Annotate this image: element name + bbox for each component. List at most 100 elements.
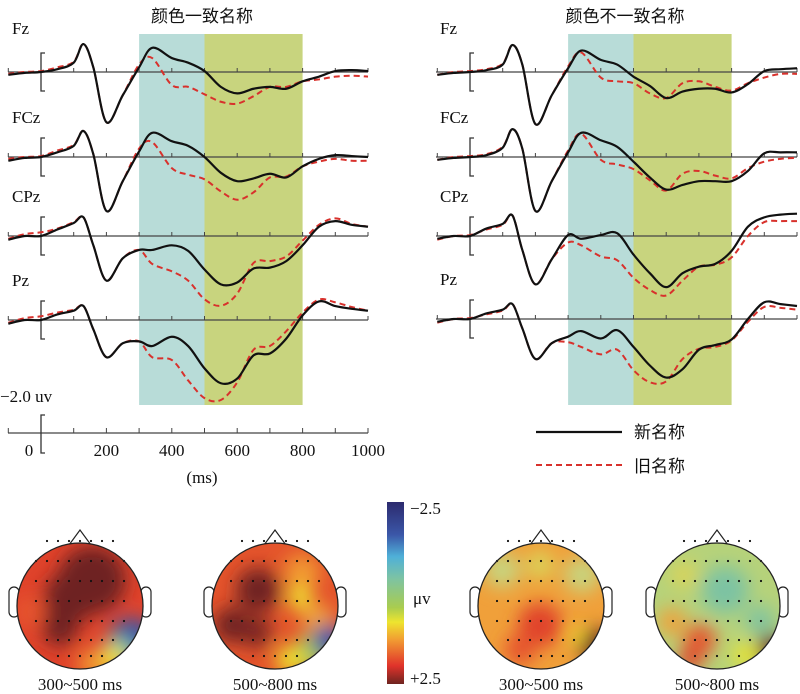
scale-label: −2.0 uv <box>0 387 53 406</box>
electrode <box>34 579 38 583</box>
head-outline <box>653 542 781 670</box>
electrode <box>682 539 686 543</box>
electrode <box>262 539 266 543</box>
electrode <box>528 539 532 543</box>
electrode <box>495 599 499 603</box>
electrode <box>682 619 686 623</box>
electrode <box>726 579 730 583</box>
electrode <box>748 559 752 563</box>
electrode <box>715 599 719 603</box>
electrode <box>89 559 93 563</box>
electrode <box>295 539 299 543</box>
topomap-region <box>658 608 686 636</box>
channel-label: Pz <box>12 271 29 290</box>
electrode <box>45 579 49 583</box>
electrode <box>67 619 71 623</box>
electrode <box>715 559 719 563</box>
topomap-region <box>276 646 304 669</box>
electrode-grid <box>229 539 321 658</box>
x-tick-label: 200 <box>94 441 120 460</box>
electrode <box>737 539 741 543</box>
electrode <box>89 619 93 623</box>
topomap-colormap <box>478 543 604 669</box>
channel-cpz: CPz <box>7 187 369 307</box>
electrode <box>251 654 255 658</box>
electrode <box>284 654 288 658</box>
trace-new <box>437 212 798 289</box>
electrode <box>45 619 49 623</box>
electrode <box>539 599 543 603</box>
head-outline <box>211 542 339 670</box>
trace-new <box>437 43 798 126</box>
electrode <box>295 579 299 583</box>
electrode <box>317 599 321 603</box>
electrode <box>100 579 104 583</box>
time-window-1 <box>568 34 634 405</box>
electrode <box>45 599 49 603</box>
electrode <box>111 638 115 642</box>
colorbar-bottom-label: +2.5 <box>410 669 441 688</box>
electrode <box>100 539 104 543</box>
topomap-region <box>526 551 554 579</box>
electrode <box>262 559 266 563</box>
electrode <box>78 619 82 623</box>
electrode <box>693 599 697 603</box>
electrode <box>122 599 126 603</box>
electrode <box>100 619 104 623</box>
electrode <box>561 619 565 623</box>
electrode <box>704 579 708 583</box>
electrode <box>56 539 60 543</box>
electrode <box>561 654 565 658</box>
electrode <box>704 638 708 642</box>
topomap-region <box>504 634 536 666</box>
electrode <box>704 539 708 543</box>
electrode <box>240 638 244 642</box>
electrode <box>273 638 277 642</box>
electrode <box>251 599 255 603</box>
electrode <box>759 579 763 583</box>
topomap-label: 500~800 ms <box>675 675 759 694</box>
electrode <box>273 654 277 658</box>
channel-label: FCz <box>12 108 41 127</box>
trace-new <box>437 128 798 213</box>
electrode <box>583 599 587 603</box>
electrode <box>262 619 266 623</box>
electrode <box>273 539 277 543</box>
electrode <box>273 619 277 623</box>
electrode <box>748 579 752 583</box>
topomap-region <box>236 568 280 612</box>
electrode <box>506 579 510 583</box>
electrode <box>517 579 521 583</box>
electrode <box>748 619 752 623</box>
channel-label: Fz <box>12 19 29 38</box>
electrode <box>726 559 730 563</box>
electrode <box>550 654 554 658</box>
electrode <box>306 539 310 543</box>
electrode <box>759 619 763 623</box>
electrode <box>517 539 521 543</box>
electrode <box>539 619 543 623</box>
electrode <box>550 599 554 603</box>
channel-fcz: FCz <box>7 108 369 213</box>
electrode <box>506 619 510 623</box>
topomap-region <box>684 624 716 656</box>
topomap-region <box>570 628 586 644</box>
panel-title: 颜色不一致名称 <box>566 7 685 27</box>
electrode <box>561 638 565 642</box>
electrode <box>561 599 565 603</box>
topomap-region <box>78 650 106 669</box>
electrode <box>295 638 299 642</box>
trace-new <box>8 300 369 385</box>
electrode <box>111 599 115 603</box>
electrode <box>715 579 719 583</box>
trace-new <box>437 300 798 379</box>
electrode <box>572 599 576 603</box>
electrode <box>737 638 741 642</box>
electrode <box>693 539 697 543</box>
electrode <box>89 654 93 658</box>
electrode <box>561 579 565 583</box>
nose-marker <box>529 528 553 546</box>
electrode <box>89 599 93 603</box>
channel-fz: Fz <box>436 19 798 126</box>
time-window-1 <box>139 34 205 405</box>
